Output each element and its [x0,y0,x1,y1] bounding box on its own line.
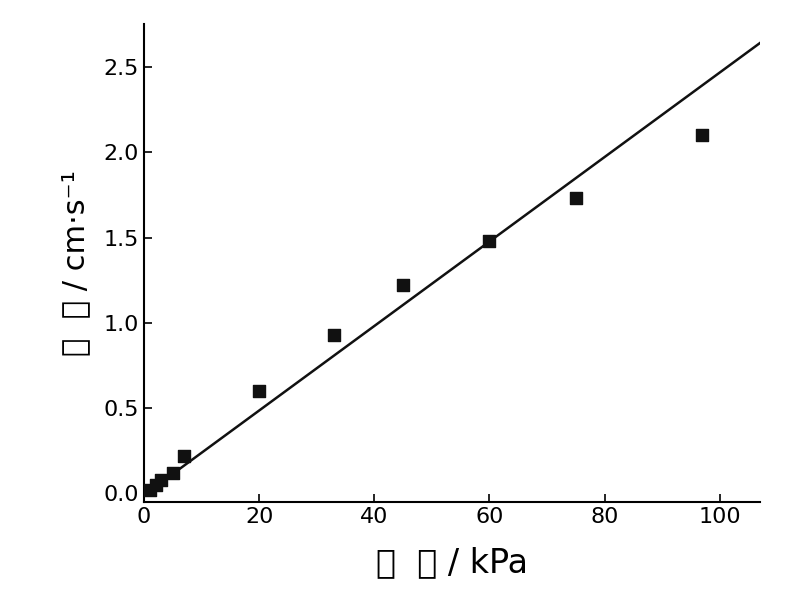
Point [166,468,179,478]
Point [696,130,709,140]
Point [149,480,162,490]
Point [397,280,410,290]
Point [570,193,582,203]
Point [155,475,168,485]
Point [327,330,340,340]
Point [178,451,190,461]
X-axis label: 压  力 / kPa: 压 力 / kPa [376,546,528,579]
Y-axis label: 流  速 / cm·s⁻¹: 流 速 / cm·s⁻¹ [61,170,90,356]
Point [483,236,496,246]
Point [253,386,266,396]
Point [143,485,156,494]
